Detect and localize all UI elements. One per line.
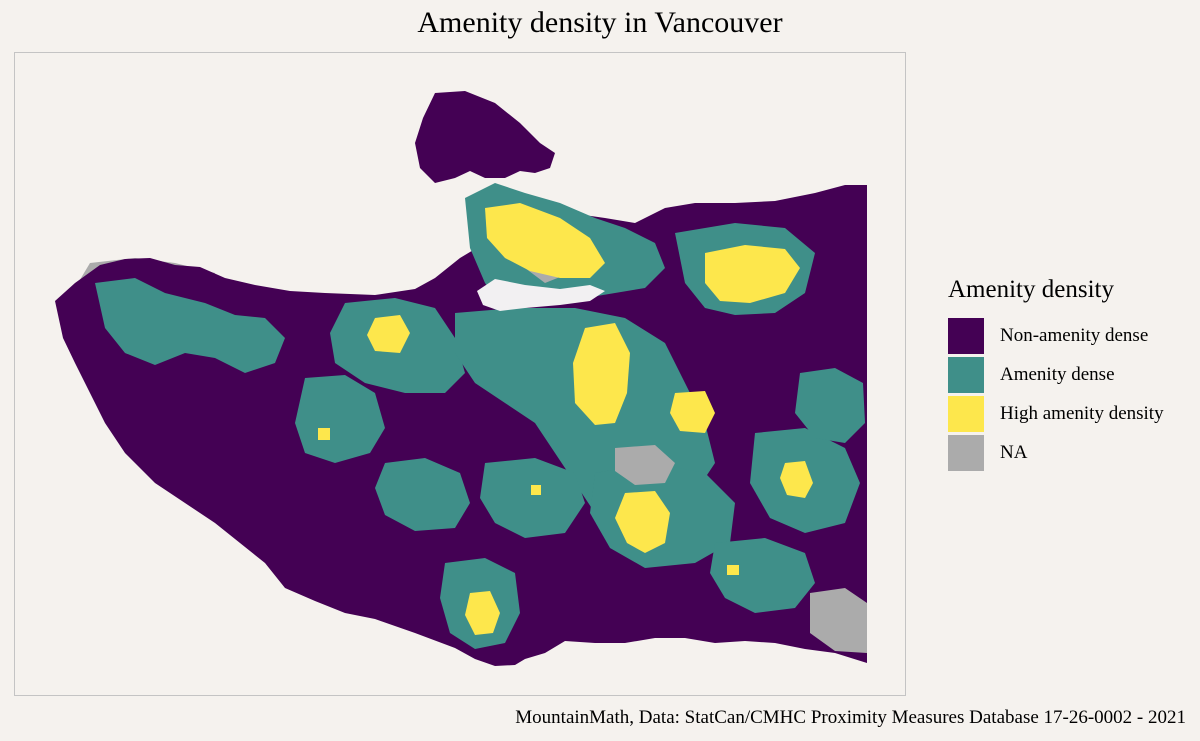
map-region-high-marpole: [465, 591, 500, 635]
legend-swatch: [948, 317, 984, 354]
legend: Amenity density Non-amenity dense Amenit…: [948, 276, 1198, 472]
map-region-high-broadway: [573, 323, 630, 425]
legend-item-amenity-dense: Amenity dense: [948, 355, 1198, 394]
map-region-amenity-oakridge: [480, 458, 585, 538]
map-region-high-commercial: [705, 245, 800, 303]
map-region-high-central: [615, 491, 670, 553]
map-region-na-southeast: [810, 588, 867, 653]
map-region-amenity-northeast: [795, 368, 865, 443]
map-region-high-east: [780, 461, 813, 498]
legend-item-non-amenity-dense: Non-amenity dense: [948, 316, 1198, 355]
map-water-false-creek: [477, 279, 605, 311]
map-region-high-dunbar: [318, 428, 330, 440]
legend-swatch: [948, 356, 984, 393]
legend-item-na: NA: [948, 433, 1198, 472]
legend-label: Amenity dense: [1000, 363, 1115, 385]
map-canvas: [55, 91, 867, 666]
legend-title: Amenity density: [948, 276, 1114, 303]
map-region-high-kitsilano: [367, 315, 410, 353]
legend-label: High amenity density: [1000, 402, 1164, 424]
legend-swatch: [948, 434, 984, 471]
legend-label: Non-amenity dense: [1000, 324, 1149, 346]
map-panel: [14, 52, 906, 696]
source-caption: MountainMath, Data: StatCan/CMHC Proximi…: [515, 707, 1186, 728]
legend-label: NA: [1000, 441, 1028, 463]
map-region-high-downtown: [485, 203, 605, 278]
map-region-high-northeast: [670, 391, 715, 433]
legend-item-high-amenity-density: High amenity density: [948, 394, 1198, 433]
map-region-amenity-dunbar: [295, 375, 385, 463]
map-region-high-southeast: [727, 565, 739, 575]
map-region-amenity-kerrisdale: [375, 458, 470, 531]
map-region-na-centre: [615, 445, 675, 485]
map-region-stanley-park: [415, 91, 555, 183]
map-region-high-oakridge: [531, 485, 541, 495]
map-region-amenity-southeast: [710, 538, 815, 613]
legend-swatch: [948, 395, 984, 432]
map-region-amenity-west: [95, 278, 285, 373]
map-title: Amenity density in Vancouver: [417, 6, 783, 39]
